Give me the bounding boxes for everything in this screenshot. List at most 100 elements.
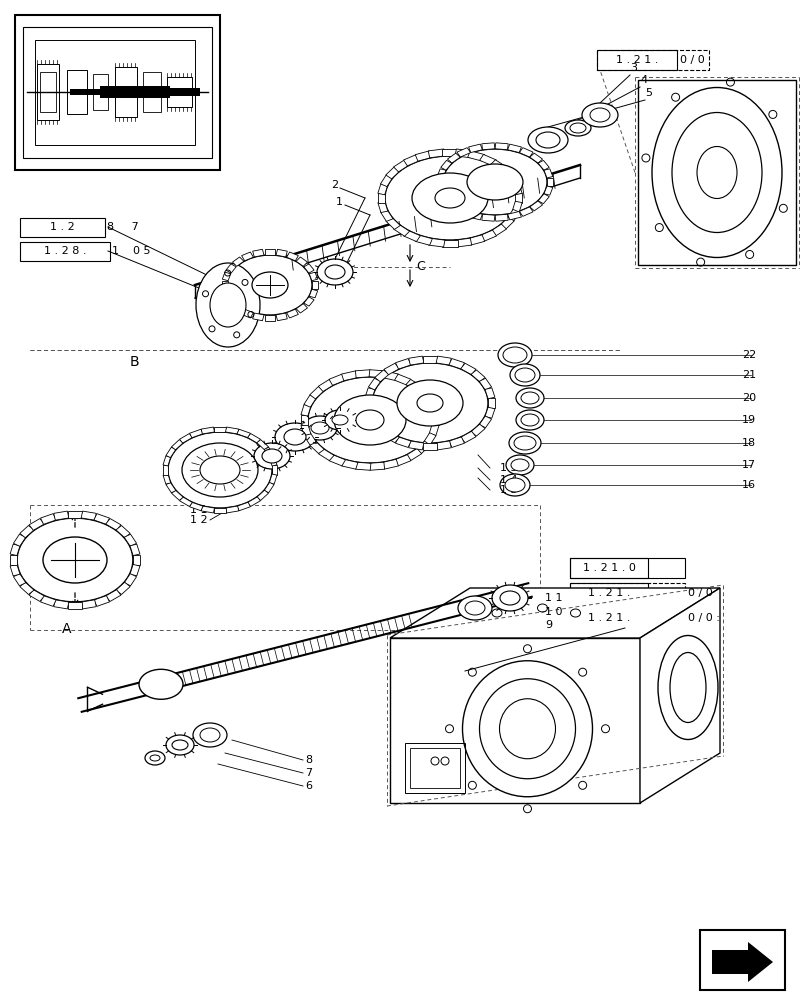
- Polygon shape: [478, 416, 491, 428]
- Bar: [569, 583, 647, 603]
- Polygon shape: [470, 424, 484, 436]
- Polygon shape: [276, 313, 287, 321]
- Ellipse shape: [535, 132, 560, 148]
- Polygon shape: [393, 160, 409, 172]
- Polygon shape: [467, 151, 484, 161]
- Polygon shape: [286, 309, 298, 318]
- Polygon shape: [389, 588, 719, 638]
- Text: 4: 4: [639, 75, 646, 85]
- Polygon shape: [423, 443, 436, 450]
- Polygon shape: [54, 511, 69, 520]
- Ellipse shape: [466, 164, 522, 200]
- Polygon shape: [303, 395, 316, 407]
- Ellipse shape: [275, 423, 315, 451]
- Polygon shape: [296, 304, 307, 313]
- Text: A: A: [62, 622, 71, 636]
- Polygon shape: [436, 441, 451, 450]
- Polygon shape: [310, 441, 324, 454]
- Polygon shape: [29, 590, 45, 601]
- Ellipse shape: [355, 410, 384, 430]
- Polygon shape: [355, 370, 371, 378]
- Polygon shape: [242, 309, 253, 318]
- Ellipse shape: [307, 377, 431, 463]
- Polygon shape: [431, 415, 439, 425]
- Polygon shape: [105, 590, 121, 601]
- Bar: [569, 558, 684, 578]
- Ellipse shape: [417, 394, 443, 412]
- Ellipse shape: [651, 88, 781, 257]
- Polygon shape: [328, 374, 345, 385]
- Polygon shape: [318, 449, 333, 461]
- Text: 17: 17: [741, 460, 755, 470]
- Polygon shape: [506, 209, 519, 221]
- Polygon shape: [375, 424, 388, 436]
- Polygon shape: [116, 526, 130, 538]
- Ellipse shape: [510, 459, 528, 471]
- Bar: [405, 743, 465, 793]
- Bar: [23, 27, 212, 158]
- Text: 1    0 5: 1 0 5: [112, 246, 150, 256]
- Ellipse shape: [672, 112, 761, 232]
- Ellipse shape: [521, 414, 539, 426]
- Polygon shape: [264, 315, 275, 321]
- Polygon shape: [301, 405, 311, 416]
- Text: 21: 21: [741, 370, 755, 380]
- Bar: [20, 218, 105, 237]
- Ellipse shape: [43, 537, 107, 583]
- Bar: [569, 608, 647, 628]
- Polygon shape: [105, 519, 121, 530]
- Polygon shape: [365, 388, 375, 399]
- Polygon shape: [10, 564, 20, 576]
- Polygon shape: [436, 356, 451, 365]
- Polygon shape: [639, 588, 719, 803]
- Polygon shape: [201, 427, 214, 434]
- Text: C: C: [415, 260, 424, 273]
- Polygon shape: [428, 424, 439, 435]
- Polygon shape: [436, 169, 445, 178]
- Text: 1 . 2 1 .: 1 . 2 1 .: [615, 55, 658, 65]
- Ellipse shape: [262, 449, 281, 463]
- Polygon shape: [468, 144, 482, 153]
- Polygon shape: [303, 297, 314, 306]
- Polygon shape: [467, 235, 484, 245]
- Bar: [40, 72, 56, 112]
- Text: 1 1: 1 1: [544, 593, 562, 603]
- Polygon shape: [543, 186, 552, 195]
- Ellipse shape: [696, 146, 736, 198]
- Ellipse shape: [333, 395, 406, 445]
- Polygon shape: [213, 508, 226, 513]
- Ellipse shape: [500, 591, 519, 605]
- Bar: [37, 64, 59, 120]
- Polygon shape: [428, 405, 439, 416]
- Polygon shape: [436, 186, 445, 195]
- Ellipse shape: [324, 265, 345, 279]
- Polygon shape: [385, 167, 400, 179]
- Polygon shape: [529, 201, 542, 211]
- Bar: [596, 50, 676, 70]
- Polygon shape: [460, 431, 475, 443]
- Text: 8: 8: [305, 755, 311, 765]
- Polygon shape: [519, 207, 533, 216]
- Polygon shape: [41, 596, 56, 606]
- Polygon shape: [341, 459, 358, 469]
- Polygon shape: [440, 160, 451, 170]
- Text: 1 4: 1 4: [500, 475, 517, 485]
- Ellipse shape: [200, 728, 220, 742]
- Polygon shape: [394, 455, 410, 466]
- Text: 9: 9: [544, 620, 551, 630]
- Ellipse shape: [165, 735, 194, 755]
- Polygon shape: [54, 600, 69, 609]
- Polygon shape: [19, 582, 34, 594]
- Polygon shape: [29, 519, 45, 530]
- Polygon shape: [221, 281, 228, 289]
- Polygon shape: [94, 514, 109, 524]
- Bar: [596, 50, 708, 70]
- Polygon shape: [507, 144, 521, 153]
- Bar: [35, 40, 195, 145]
- Polygon shape: [403, 154, 420, 166]
- Polygon shape: [269, 456, 277, 466]
- Polygon shape: [414, 235, 431, 245]
- Ellipse shape: [411, 173, 487, 223]
- Ellipse shape: [303, 416, 337, 440]
- Polygon shape: [447, 201, 460, 211]
